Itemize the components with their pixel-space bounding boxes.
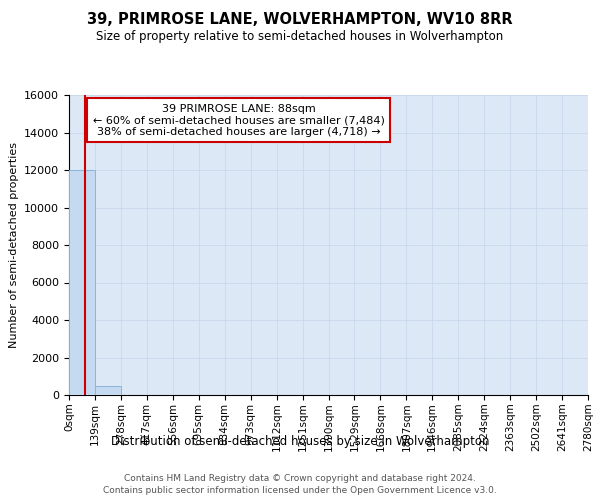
- Y-axis label: Number of semi-detached properties: Number of semi-detached properties: [8, 142, 19, 348]
- Bar: [69, 170, 95, 395]
- Text: Size of property relative to semi-detached houses in Wolverhampton: Size of property relative to semi-detach…: [97, 30, 503, 43]
- Bar: [95, 386, 121, 395]
- Text: Distribution of semi-detached houses by size in Wolverhampton: Distribution of semi-detached houses by …: [111, 435, 489, 448]
- Text: 39, PRIMROSE LANE, WOLVERHAMPTON, WV10 8RR: 39, PRIMROSE LANE, WOLVERHAMPTON, WV10 8…: [87, 12, 513, 28]
- Text: 39 PRIMROSE LANE: 88sqm
← 60% of semi-detached houses are smaller (7,484)
38% of: 39 PRIMROSE LANE: 88sqm ← 60% of semi-de…: [93, 104, 385, 137]
- Text: Contains HM Land Registry data © Crown copyright and database right 2024.: Contains HM Land Registry data © Crown c…: [124, 474, 476, 483]
- Text: Contains public sector information licensed under the Open Government Licence v3: Contains public sector information licen…: [103, 486, 497, 495]
